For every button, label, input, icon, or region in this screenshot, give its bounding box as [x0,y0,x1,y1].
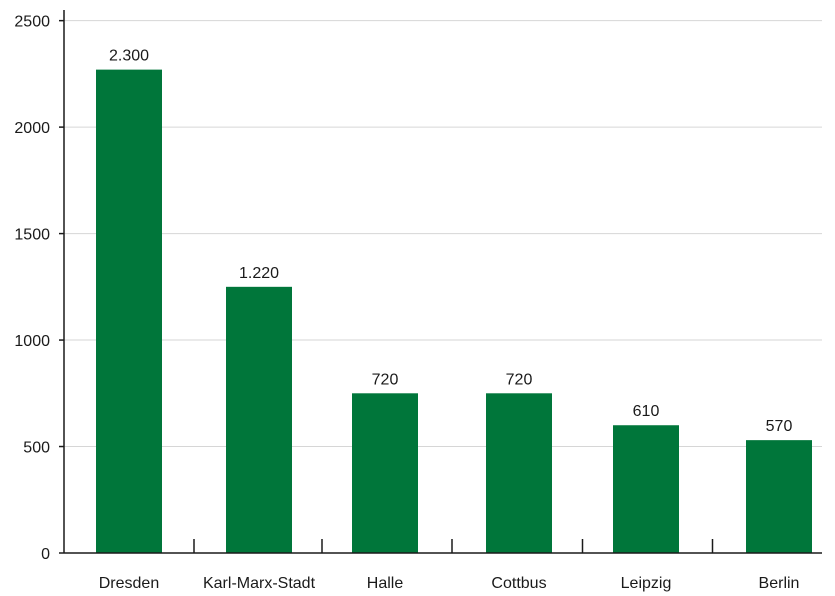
x-category-label: Leipzig [621,575,672,592]
y-tick-label: 1500 [14,227,50,244]
gridlines [64,20,822,448]
x-category-label: Berlin [759,575,800,592]
bar [746,440,812,553]
x-category-label: Karl-Marx-Stadt [203,575,316,592]
bar-value-label: 720 [372,371,399,388]
y-tick-label: 1000 [14,333,50,350]
bar [613,425,679,553]
bar-value-label: 570 [766,418,793,435]
x-category-label: Dresden [99,575,159,592]
y-axis-ticks: 0 500 1000 1500 2000 2500 [14,14,64,563]
data-labels: 2.300 1.220 720 720 610 570 [109,48,792,436]
bar [486,393,552,553]
bar-value-label: 610 [633,403,660,420]
x-category-label: Halle [367,575,404,592]
bar [226,286,292,553]
y-tick-label: 500 [23,440,50,457]
bar-value-label: 2.300 [109,48,149,65]
bar [96,69,162,553]
y-tick-label: 0 [41,546,50,563]
y-tick-label: 2000 [14,120,50,137]
bar-value-label: 720 [506,371,533,388]
x-category-label: Cottbus [491,575,546,592]
y-tick-label: 2500 [14,14,50,31]
bars [96,69,812,553]
bar-value-label: 1.220 [239,265,279,282]
x-axis: Dresden Karl-Marx-Stadt Halle Cottbus Leipzi… [99,539,800,592]
bar [352,393,418,553]
